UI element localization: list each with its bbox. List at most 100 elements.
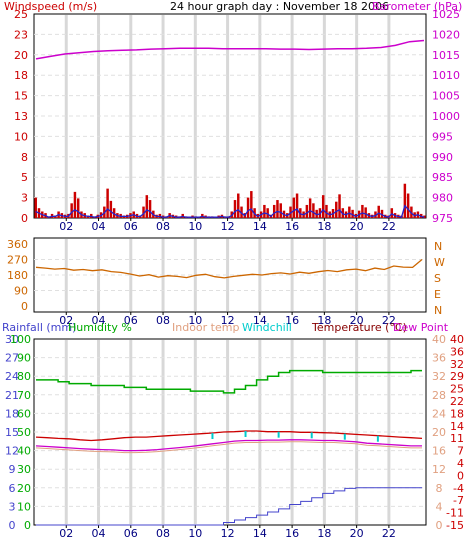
- x-tick-label: 04: [92, 220, 106, 233]
- indoor-tick-label: 0: [436, 519, 443, 532]
- direction-tick-label: 0: [21, 300, 28, 313]
- humidity-line: [36, 369, 422, 394]
- humidity-tick-label: 30: [17, 463, 31, 476]
- humidity-tick-label: 10: [17, 500, 31, 513]
- temperature-tick-label: 4: [457, 457, 464, 470]
- left-tick-label: 13: [14, 110, 28, 123]
- temperature-tick-label: -11: [446, 507, 464, 520]
- x-tick-label: 06: [124, 220, 138, 233]
- rain-tick-label: 0: [9, 519, 16, 532]
- wind-gust-bar: [237, 193, 240, 218]
- compass-tick-label: S: [434, 272, 441, 285]
- rain-tick-label: 18: [5, 407, 19, 420]
- wind-gust-bar: [321, 195, 325, 218]
- humidity-tick-label: 80: [17, 370, 31, 383]
- rain-tick-label: 6: [9, 482, 16, 495]
- wind-gust-bar: [377, 205, 380, 218]
- temperature-tick-label: 11: [450, 432, 464, 445]
- rain-tick-label: 21: [5, 389, 19, 402]
- x-tick-label: 02: [59, 527, 73, 540]
- temperature-tick-label: 7: [457, 445, 464, 458]
- x-tick-label: 20: [350, 314, 364, 327]
- right-tick-label: 1020: [432, 28, 460, 41]
- wind-average-line: [35, 204, 425, 218]
- direction-tick-label: 180: [7, 269, 28, 282]
- indoor-tick-label: 36: [432, 352, 446, 365]
- x-tick-label: 16: [285, 314, 299, 327]
- indoor-temp-label: Indoor temp: [172, 321, 239, 334]
- left-tick-label: 20: [14, 49, 28, 62]
- x-tick-label: 22: [382, 220, 396, 233]
- left-tick-label: 25: [14, 8, 28, 21]
- humidity-label: Humidity %: [68, 321, 132, 334]
- wind-gust-bar: [312, 203, 315, 218]
- humidity-tick-label: 0: [24, 519, 31, 532]
- wind-gust-bar: [266, 208, 269, 218]
- wind-gust-bar: [246, 197, 250, 218]
- wind-gust-bar: [142, 206, 145, 218]
- temperature-tick-label: 14: [450, 420, 464, 433]
- right-tick-label: 1010: [432, 69, 460, 82]
- compass-tick-label: N: [434, 240, 442, 253]
- x-tick-label: 18: [317, 220, 331, 233]
- wind-gust-bar: [109, 200, 113, 218]
- temperature-tick-label: 25: [450, 383, 464, 396]
- direction-tick-label: 270: [7, 254, 28, 267]
- temperature-tick-label: -4: [453, 482, 464, 495]
- humidity-tick-label: 100: [10, 333, 31, 346]
- x-tick-label: 12: [221, 220, 235, 233]
- x-tick-label: 08: [156, 527, 170, 540]
- chart-title: 24 hour graph day : November 18 2006: [170, 0, 389, 13]
- right-tick-label: 975: [432, 212, 453, 225]
- humidity-tick-label: 50: [17, 426, 31, 439]
- x-tick-label: 14: [253, 314, 267, 327]
- dewpoint-line: [35, 439, 422, 452]
- compass-tick-label: E: [434, 288, 441, 301]
- temperature-tick-label: 32: [450, 358, 464, 371]
- rain-tick-label: 15: [5, 426, 19, 439]
- x-tick-label: 08: [156, 220, 170, 233]
- wind-gust-bar: [403, 183, 407, 218]
- x-tick-label: 12: [221, 314, 235, 327]
- x-tick-label: 12: [221, 527, 235, 540]
- indoor-tick-label: 24: [432, 407, 446, 420]
- humidity-tick-label: 90: [17, 352, 31, 365]
- wind-gust-bar: [112, 208, 116, 218]
- right-tick-label: 1000: [432, 110, 460, 123]
- indoor-tick-label: 40: [432, 333, 446, 346]
- temperature-line: [35, 430, 423, 442]
- x-tick-label: 02: [59, 314, 73, 327]
- x-tick-label: 08: [156, 314, 170, 327]
- wind-gust-bar: [272, 204, 276, 218]
- indoor-tick-label: 20: [432, 426, 446, 439]
- rain-tick-label: 27: [5, 352, 19, 365]
- wind-direction-line: [35, 259, 423, 279]
- x-tick-label: 06: [124, 527, 138, 540]
- right-tick-label: 990: [432, 151, 453, 164]
- wind-gust-bar: [145, 195, 149, 218]
- left-tick-label: 18: [14, 69, 28, 82]
- indoor-tick-label: 12: [432, 463, 446, 476]
- wind-gust-bar: [348, 206, 351, 218]
- right-tick-label: 995: [432, 130, 453, 143]
- wind-gust-bar: [233, 200, 237, 218]
- barometer-label: Barometer (hPa): [372, 0, 462, 13]
- left-tick-label: 10: [14, 130, 28, 143]
- wind-gust-bar: [292, 197, 296, 218]
- indoor-tick-label: 32: [432, 370, 446, 383]
- wind-gust-bar: [406, 193, 410, 218]
- left-tick-label: 15: [14, 90, 28, 103]
- right-tick-label: 1025: [432, 8, 460, 21]
- indoor-tick-label: 8: [436, 482, 443, 495]
- x-tick-label: 14: [253, 220, 267, 233]
- x-tick-label: 22: [382, 527, 396, 540]
- x-tick-label: 10: [188, 314, 202, 327]
- right-tick-label: 980: [432, 192, 453, 205]
- compass-tick-label: W: [434, 256, 445, 269]
- compass-tick-label: N: [434, 304, 442, 317]
- left-tick-label: 0: [21, 212, 28, 225]
- humidity-tick-label: 60: [17, 407, 31, 420]
- x-tick-label: 20: [350, 527, 364, 540]
- indoor-tick-label: 28: [432, 389, 446, 402]
- wind-gust-bar: [73, 191, 77, 218]
